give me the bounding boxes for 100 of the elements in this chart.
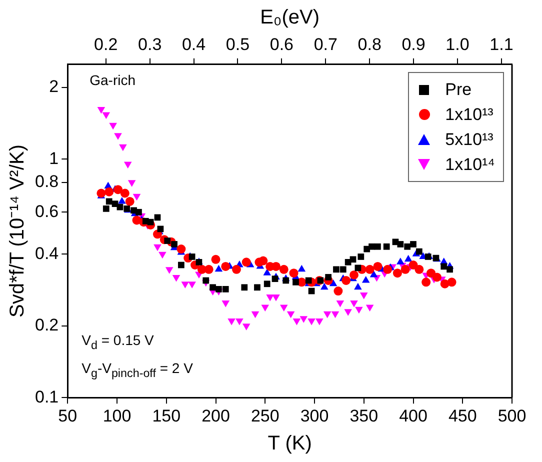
point: [188, 254, 196, 260]
point: [120, 188, 130, 198]
point: [176, 244, 186, 254]
point: [109, 122, 117, 130]
point: [132, 194, 141, 201]
x-tick-label: 500: [498, 406, 526, 426]
point: [280, 304, 288, 312]
x2-tick-label: 0.5: [226, 34, 250, 54]
point: [396, 258, 404, 264]
point: [272, 276, 278, 282]
x-tick-label: 250: [250, 406, 280, 426]
point: [360, 292, 368, 300]
x-tick-label: 350: [350, 406, 378, 426]
point: [242, 258, 251, 267]
point: [383, 243, 390, 250]
point: [165, 267, 174, 274]
x2-tick-label: 0.4: [182, 34, 206, 54]
point: [289, 268, 298, 278]
point: [404, 254, 412, 262]
point: [102, 112, 110, 120]
point: [118, 196, 126, 204]
y-tick-label: 0.6: [34, 202, 59, 221]
point: [113, 185, 122, 194]
point: [355, 306, 363, 314]
point: [416, 248, 422, 255]
legend-label: 1x10¹⁴: [445, 154, 495, 175]
point: [214, 264, 223, 272]
x2-tick-label: 0.9: [402, 34, 426, 54]
point: [222, 300, 230, 308]
y-tick-label: 0.2: [34, 316, 59, 335]
point: [354, 264, 362, 272]
point: [334, 286, 343, 296]
x2-tick-label: 0.2: [94, 34, 118, 54]
x2-tick-label: 0.6: [270, 34, 294, 54]
y-tick-label: 0.1: [34, 387, 59, 406]
point: [400, 264, 410, 274]
point: [308, 318, 316, 326]
point: [354, 282, 362, 290]
point: [124, 162, 132, 169]
point: [242, 324, 250, 330]
point: [366, 304, 374, 312]
point: [350, 300, 358, 308]
point: [119, 144, 127, 152]
point: [440, 263, 448, 270]
x-tick-label: 450: [448, 406, 477, 426]
point: [374, 243, 381, 250]
x2-axis-title: E₀(eV): [260, 6, 320, 29]
point: [104, 187, 114, 196]
point: [128, 180, 136, 187]
point: [292, 318, 301, 326]
point: [221, 262, 230, 271]
point: [263, 268, 271, 276]
point: [316, 318, 324, 326]
x-tick-label: 400: [399, 406, 428, 426]
point: [350, 256, 356, 263]
point: [114, 133, 122, 140]
point: [158, 252, 166, 259]
point: [264, 280, 270, 288]
x-tick-label: 50: [58, 406, 78, 426]
point: [178, 262, 184, 268]
x2-tick-label: 1.1: [490, 34, 514, 54]
point: [136, 208, 142, 216]
x-tick-label: 200: [202, 406, 230, 426]
point: [282, 277, 290, 284]
point: [336, 300, 344, 308]
point: [340, 266, 346, 273]
point: [362, 276, 370, 283]
x-axis-title: T (K): [268, 432, 312, 455]
point: [254, 284, 260, 291]
point: [102, 206, 110, 212]
y-axis-title: Svd*f/T (10⁻¹⁴ V²/K): [6, 144, 29, 318]
point: [331, 311, 340, 318]
point: [365, 264, 374, 274]
y-tick-label: 1: [49, 148, 59, 168]
point: [305, 277, 312, 284]
point: [414, 264, 424, 274]
point: [286, 311, 295, 318]
point: [188, 282, 196, 288]
point: [210, 284, 216, 291]
x2-tick-label: 1.0: [446, 34, 470, 54]
point: [344, 309, 352, 316]
point: [232, 264, 241, 274]
point: [323, 311, 332, 318]
annotation: V$_{g}$-V$_{pinch-off}$ = 2 V: [82, 360, 193, 380]
point: [97, 107, 106, 114]
point: [300, 316, 308, 323]
point: [358, 254, 364, 260]
point: [204, 264, 214, 274]
point: [172, 274, 180, 282]
point: [181, 282, 190, 288]
point: [298, 264, 306, 272]
point: [292, 278, 299, 286]
point: [251, 311, 260, 318]
point: [171, 241, 178, 248]
annotation: Ga-rich: [90, 72, 136, 88]
point: [261, 304, 270, 312]
point: [392, 268, 402, 278]
point: [333, 266, 340, 273]
point: [383, 264, 392, 274]
x2-tick-label: 0.8: [358, 34, 382, 54]
